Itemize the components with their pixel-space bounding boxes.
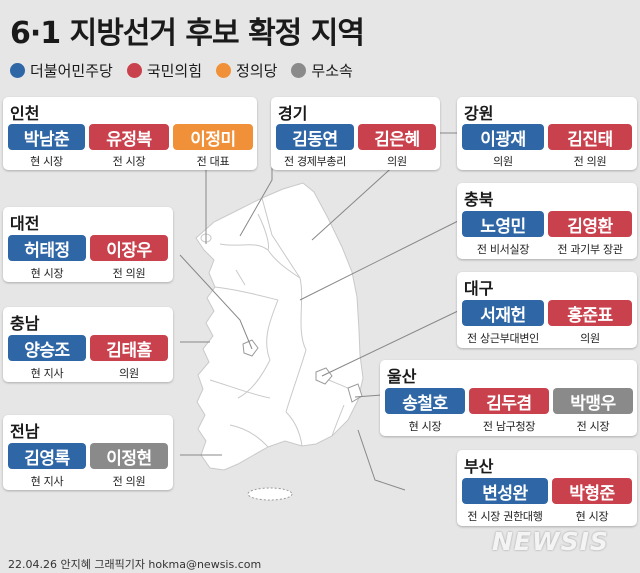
candidate-name: 이정미: [173, 124, 253, 150]
candidate-role: 전 상근부대변인: [467, 332, 539, 345]
candidate-name: 이장우: [90, 235, 168, 261]
candidate-name: 양승조: [8, 335, 86, 361]
candidate-role: 전 대표: [196, 155, 230, 168]
region-name: 울산: [387, 367, 417, 386]
region-name: 인천: [10, 104, 40, 123]
candidate-name: 김동연: [276, 124, 354, 150]
region-card-gyeonggi: 경기 김동연 김은혜 전 경제부총리 의원: [271, 97, 440, 170]
candidate-role: 전 경제부총리: [283, 155, 347, 168]
candidate-name: 김태흠: [90, 335, 168, 361]
region-name: 강원: [464, 104, 494, 123]
candidate-name: 박남춘: [8, 124, 85, 150]
region-name: 전남: [10, 422, 40, 441]
candidate-role: 현 시장: [408, 420, 442, 433]
party-legend: 더불어민주당 국민의힘 정의당 무소속: [10, 60, 353, 81]
candidate-role: 전 남구청장: [482, 420, 536, 433]
candidate-role: 전 의원: [573, 155, 607, 168]
candidate-name: 이광재: [462, 124, 544, 150]
candidate-name: 서재헌: [462, 300, 544, 326]
province-borders: [209, 197, 357, 448]
newsis-logo: NEWSIS: [492, 527, 609, 556]
legend-dot-icon: [10, 63, 25, 78]
candidate-name: 김영록: [8, 443, 86, 469]
korea-mainland-shape: [195, 182, 364, 471]
legend-dot-icon: [126, 63, 142, 78]
legend-label: 국민의힘: [146, 62, 203, 80]
candidate-role: 현 시장: [30, 267, 64, 280]
region-card-gangwon: 강원 이광재 김진태 의원 전 의원: [457, 97, 637, 170]
candidate-role: 의원: [580, 332, 600, 345]
candidate-name: 박맹우: [553, 388, 633, 414]
candidate-role: 전 시장: [112, 155, 146, 168]
region-card-busan: 부산 변성완 박형준 전 시장 권한대행 현 시장: [457, 450, 637, 526]
candidate-name: 박형준: [552, 478, 632, 504]
page-title: 6·1 지방선거 후보 확정 지역: [10, 16, 365, 51]
candidate-role: 전 의원: [112, 267, 146, 280]
legend-dot-icon: [216, 63, 232, 78]
region-name: 경기: [278, 104, 308, 123]
candidate-role: 전 비서실장: [476, 243, 530, 256]
candidate-role: 현 시장: [30, 155, 63, 168]
candidate-name: 이정현: [90, 443, 168, 469]
candidate-name: 김영환: [548, 211, 632, 237]
region-card-incheon: 인천 박남춘 유정복 이정미 현 시장 전 시장 전 대표: [3, 97, 257, 170]
candidate-role: 전 시장 권한대행: [467, 510, 543, 523]
region-name: 부산: [464, 457, 494, 476]
jeju-island-shape: [247, 487, 293, 501]
region-name: 충남: [10, 314, 40, 333]
legend-item-democratic: 더불어민주당: [10, 60, 113, 81]
region-card-chungnam: 충남 양승조 김태흠 현 지사 의원: [3, 307, 173, 382]
legend-item-justice: 정의당: [216, 60, 277, 81]
region-name: 대전: [10, 214, 40, 233]
candidate-role: 의원: [387, 155, 407, 168]
legend-label: 더불어민주당: [30, 62, 113, 80]
candidate-name: 김진태: [548, 124, 632, 150]
candidate-role: 현 시장: [575, 510, 609, 523]
candidate-name: 변성완: [462, 478, 548, 504]
candidate-name: 송철호: [385, 388, 465, 414]
candidate-role: 현 지사: [30, 367, 64, 380]
candidate-role: 전 과기부 장관: [557, 243, 623, 256]
legend-label: 정의당: [236, 62, 278, 80]
candidate-role: 의원: [493, 155, 513, 168]
credit-footer: 22.04.26 안지혜 그래픽기자 hokma@newsis.com: [8, 558, 262, 571]
legend-dot-icon: [291, 63, 307, 78]
region-card-daejeon: 대전 허태정 이장우 현 시장 전 의원: [3, 207, 173, 282]
daegu-outline: [315, 367, 333, 385]
candidate-role: 전 시장: [576, 420, 610, 433]
candidate-name: 김은혜: [358, 124, 436, 150]
candidate-name: 유정복: [89, 124, 169, 150]
candidate-name: 노영민: [462, 211, 544, 237]
candidate-role: 의원: [119, 367, 139, 380]
candidate-role: 전 의원: [112, 475, 146, 488]
region-card-chungbuk: 충북 노영민 김영환 전 비서실장 전 과기부 장관: [457, 183, 637, 259]
region-card-daegu: 대구 서재헌 홍준표 전 상근부대변인 의원: [457, 272, 637, 348]
region-name: 충북: [464, 190, 494, 209]
candidate-name: 홍준표: [548, 300, 632, 326]
legend-label: 무소속: [311, 62, 353, 80]
candidate-name: 허태정: [8, 235, 86, 261]
region-card-ulsan: 울산 송철호 김두겸 박맹우 현 시장 전 남구청장 전 시장: [380, 360, 637, 436]
legend-item-ppp: 국민의힘: [126, 60, 203, 81]
candidate-role: 현 지사: [30, 475, 64, 488]
leader-lines: [179, 132, 461, 491]
region-name: 대구: [464, 279, 494, 298]
legend-item-independent: 무소속: [291, 60, 353, 81]
region-card-jeonnam: 전남 김영록 이정현 현 지사 전 의원: [3, 415, 173, 490]
candidate-name: 김두겸: [469, 388, 549, 414]
daejeon-outline: [242, 339, 259, 357]
